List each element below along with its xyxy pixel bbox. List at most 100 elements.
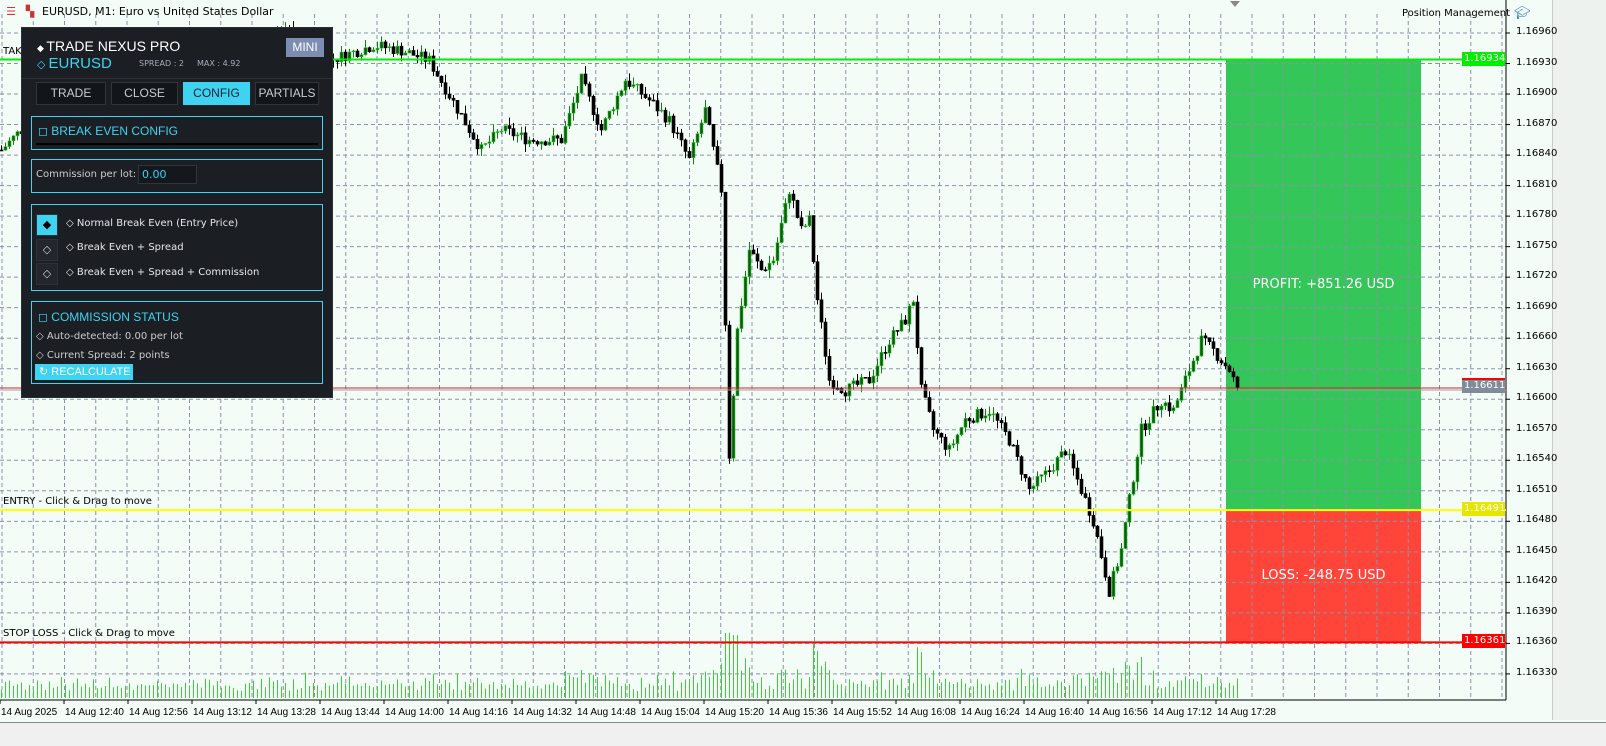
take-profit-label[interactable]: TAK: [3, 46, 22, 57]
graduation-cap-icon[interactable]: 🎓︎: [1514, 6, 1531, 21]
candle-body: [527, 139, 532, 145]
chart-window-icon[interactable]: ▚: [25, 4, 35, 18]
candle-body: [359, 54, 364, 57]
candle-body: [351, 50, 356, 53]
radio-normal-break-even[interactable]: ◆: [36, 214, 58, 236]
candle-body: [411, 50, 416, 56]
candle-body: [867, 377, 872, 384]
time-tick-label: 14 Aug 15:52: [833, 707, 892, 718]
position-management-label: Position Management: [1402, 8, 1510, 19]
recalculate-button[interactable]: ↻ RECALCULATE: [35, 364, 133, 380]
candle-body: [1059, 451, 1064, 458]
entry-label[interactable]: ENTRY - Click & Drag to move: [3, 496, 152, 507]
candle-body: [1007, 431, 1012, 446]
option-break-even-spread-commission[interactable]: ◇ Break Even + Spread + Commission: [66, 267, 260, 278]
commission-input[interactable]: 0.00: [138, 165, 197, 184]
time-tick-label: 14 Aug 13:12: [193, 707, 252, 718]
candle-body: [971, 420, 976, 423]
radio-break-even-spread[interactable]: ◇: [36, 239, 58, 261]
candle-body: [1175, 400, 1180, 408]
candle-body: [1215, 348, 1220, 361]
position-management[interactable]: Position Management 🎓︎: [1402, 6, 1531, 21]
candle-body: [839, 388, 844, 394]
candle-body: [943, 436, 948, 450]
candle-body: [1223, 362, 1228, 367]
candle-body: [383, 41, 388, 49]
candle-body: [667, 115, 672, 123]
candle-body: [775, 242, 780, 262]
price-tick-label: 1.16900: [1516, 87, 1558, 99]
stop-loss-label[interactable]: STOP LOSS - Click & Drag to move: [3, 628, 175, 639]
time-tick-label: 14 Aug 16:56: [1089, 707, 1148, 718]
chart-shift-marker: [1230, 1, 1240, 7]
candle-body: [1011, 444, 1016, 447]
radio-break-even-spread-commission[interactable]: ◇: [36, 263, 58, 285]
candle-body: [1047, 470, 1052, 472]
candle-body: [507, 125, 512, 129]
candle-body: [995, 413, 1000, 421]
chart-title: EURUSD, M1: Euro vs United States Dollar: [42, 5, 274, 18]
candle-body: [727, 324, 732, 459]
profit-zone: [1226, 59, 1421, 511]
price-tick-label: 1.16690: [1516, 300, 1558, 312]
time-tick-label: 14 Aug 15:20: [705, 707, 764, 718]
time-tick-label: 14 Aug 16:08: [897, 707, 956, 718]
tab-trade[interactable]: TRADE: [36, 82, 106, 105]
candle-body: [1131, 481, 1136, 495]
candle-body: [375, 47, 380, 51]
candle-body: [823, 321, 828, 357]
candle-body: [515, 134, 520, 137]
candle-body: [395, 45, 400, 54]
candle-body: [755, 253, 760, 262]
candle-body: [567, 112, 572, 127]
time-tick-label: 14 Aug 2025: [1, 707, 58, 718]
candle-body: [1115, 566, 1120, 572]
candle-body: [715, 146, 720, 165]
candle-body: [1051, 470, 1056, 472]
candle-body: [407, 50, 412, 54]
candle-body: [1043, 470, 1048, 475]
tab-partials[interactable]: PARTIALS: [255, 82, 319, 105]
candle-body: [1127, 493, 1132, 523]
time-tick-label: 14 Aug 17:28: [1217, 707, 1276, 718]
candle-body: [1167, 402, 1172, 412]
candle-body: [343, 51, 348, 62]
candle-body: [855, 380, 860, 385]
candle-body: [1095, 525, 1100, 538]
candle-body: [983, 415, 988, 419]
time-tick-label: 14 Aug 14:48: [577, 707, 636, 718]
candle-body: [791, 193, 796, 201]
max-readout: MAX : 4.92: [197, 59, 241, 68]
candle-body: [467, 124, 472, 134]
price-tick-label: 1.16960: [1516, 26, 1558, 37]
candle-body: [1111, 570, 1116, 597]
price-tick-label: 1.16450: [1516, 544, 1558, 556]
candle-body: [647, 97, 652, 101]
candle-body: [947, 444, 952, 450]
option-break-even-spread[interactable]: ◇ Break Even + Spread: [66, 242, 184, 253]
candle-body: [1107, 576, 1112, 597]
candle-body: [827, 356, 832, 381]
tab-config[interactable]: CONFIG: [183, 82, 250, 105]
option-normal-break-even[interactable]: ◇ Normal Break Even (Entry Price): [66, 218, 239, 229]
menu-icon[interactable]: ☰: [6, 4, 16, 18]
auto-detected-text: ◇ Auto-detected: 0.00 per lot: [36, 331, 183, 342]
candle-body: [1063, 451, 1068, 456]
candle-body: [355, 50, 360, 57]
candle-body: [679, 132, 684, 141]
candle-body: [531, 139, 536, 142]
tab-close[interactable]: CLOSE: [111, 82, 178, 105]
candle-body: [1211, 341, 1216, 349]
candle-body: [463, 113, 468, 126]
section-title: ◻ COMMISSION STATUS: [38, 310, 179, 324]
price-tick-label: 1.16810: [1516, 178, 1558, 190]
candle-body: [503, 125, 508, 132]
candle-body: [483, 143, 488, 145]
candle-body: [627, 80, 632, 87]
candle-body: [599, 124, 604, 131]
mini-button[interactable]: MINI: [286, 38, 324, 57]
candle-body: [959, 427, 964, 436]
time-tick-label: 14 Aug 13:28: [257, 707, 316, 718]
price-tick-label: 1.16360: [1516, 636, 1558, 648]
commission-status-section: ◻ COMMISSION STATUS ◇ Auto-detected: 0.0…: [31, 301, 323, 384]
